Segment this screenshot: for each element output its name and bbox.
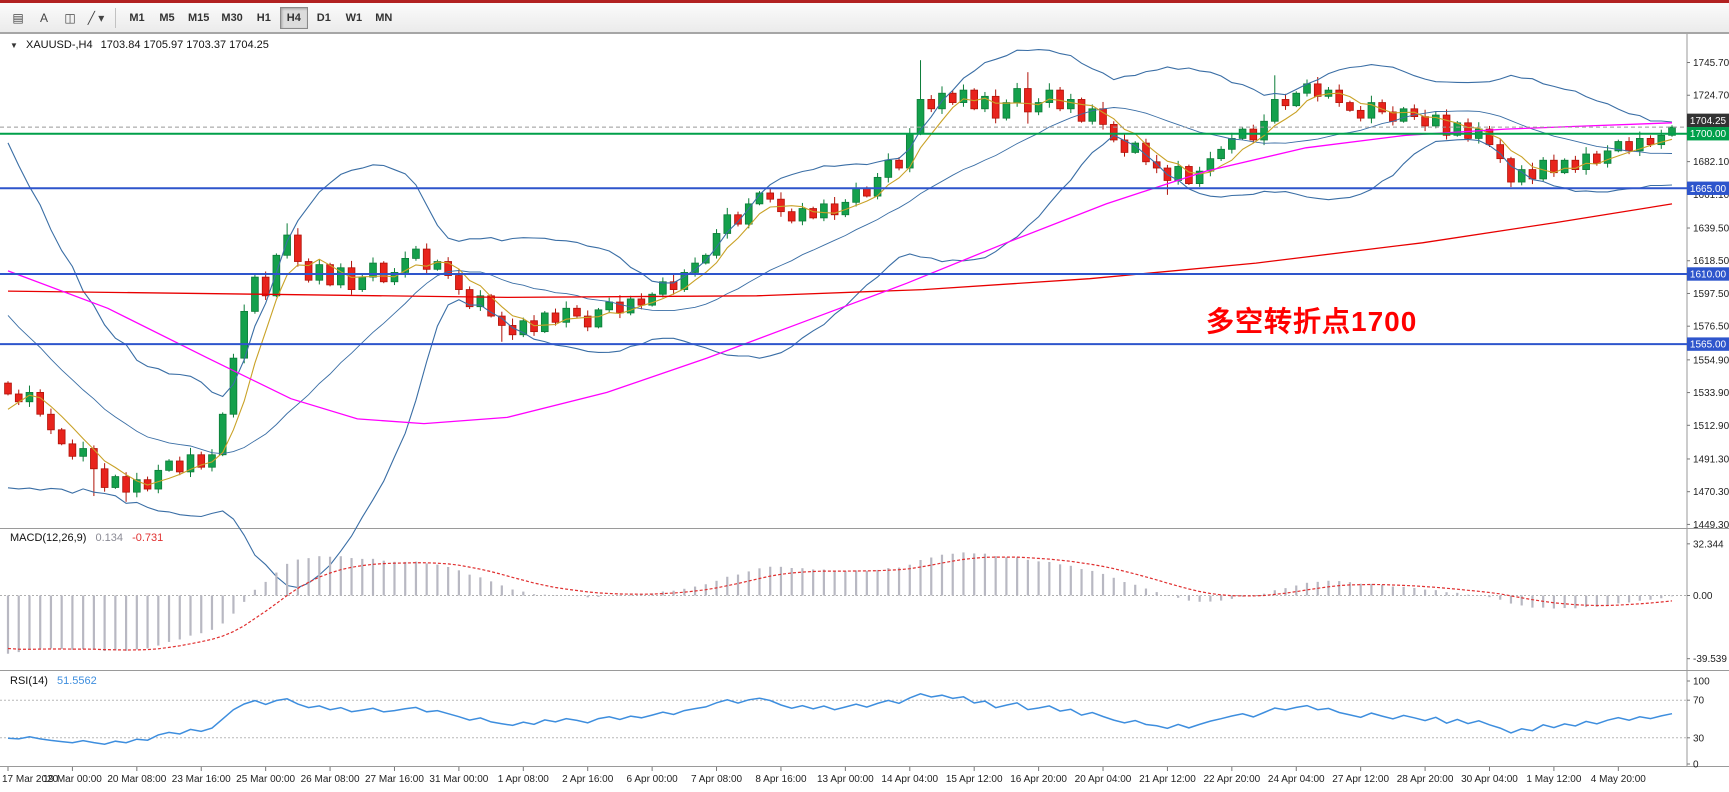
svg-text:6 Apr 00:00: 6 Apr 00:00	[627, 774, 679, 785]
svg-text:1470.30: 1470.30	[1693, 487, 1729, 498]
macd-name: MACD(12,26,9)	[10, 532, 87, 544]
svg-text:1 Apr 08:00: 1 Apr 08:00	[498, 774, 550, 785]
text-annotation-icon[interactable]: A	[39, 10, 48, 25]
svg-text:2 Apr 16:00: 2 Apr 16:00	[562, 774, 614, 785]
frame-tool-icon[interactable]: ◫	[64, 10, 76, 25]
svg-text:13 Apr 00:00: 13 Apr 00:00	[817, 774, 874, 785]
svg-text:1449.30: 1449.30	[1693, 520, 1729, 531]
svg-text:14 Apr 04:00: 14 Apr 04:00	[881, 774, 938, 785]
svg-text:17 Mar 2020: 17 Mar 2020	[2, 774, 59, 785]
timeframe-buttons: M1 M5 M15 M30 H1 H4 D1 W1 MN	[123, 6, 398, 29]
svg-text:1565.00: 1565.00	[1690, 340, 1727, 351]
svg-text:0.00: 0.00	[1693, 591, 1713, 602]
chart-windows-icon[interactable]: ▤	[12, 10, 24, 25]
svg-text:1639.50: 1639.50	[1693, 224, 1729, 235]
svg-text:4 May 20:00: 4 May 20:00	[1591, 774, 1646, 785]
svg-text:1661.10: 1661.10	[1693, 190, 1729, 201]
symbol-dropdown-caret[interactable]: ▼	[10, 41, 18, 50]
svg-text:27 Mar 16:00: 27 Mar 16:00	[365, 774, 424, 785]
svg-text:1704.25: 1704.25	[1690, 116, 1727, 127]
panel-frame	[0, 33, 1729, 767]
svg-text:1665.00: 1665.00	[1690, 184, 1727, 195]
indicator-lines	[7, 49, 1673, 589]
macd-signal-value: -0.731	[132, 532, 164, 544]
toolbar: ▤ A ◫ ╱ ▾ M1 M5 M15 M30 H1 H4 D1 W1 MN	[0, 0, 1729, 33]
svg-text:1597.50: 1597.50	[1693, 289, 1729, 300]
svg-text:16 Apr 20:00: 16 Apr 20:00	[1010, 774, 1067, 785]
svg-text:21 Apr 12:00: 21 Apr 12:00	[1139, 774, 1196, 785]
svg-text:1533.90: 1533.90	[1693, 388, 1729, 399]
macd-main-value: 0.134	[95, 532, 124, 544]
timeframe-m30[interactable]: M30	[221, 11, 243, 24]
toolbar-separator	[115, 7, 116, 28]
svg-text:20 Apr 04:00: 20 Apr 04:00	[1075, 774, 1132, 785]
svg-text:1610.00: 1610.00	[1690, 269, 1727, 280]
svg-text:20 Mar 08:00: 20 Mar 08:00	[107, 774, 166, 785]
timeframe-m5[interactable]: M5	[159, 11, 175, 24]
toolbar-icons: ▤ A ◫ ╱ ▾	[6, 7, 108, 29]
macd-indicator-label: MACD(12,26,9) 0.134 -0.731	[10, 532, 169, 544]
svg-text:1682.10: 1682.10	[1693, 157, 1729, 168]
timeframe-w1[interactable]: W1	[345, 11, 363, 24]
svg-text:-39.539: -39.539	[1693, 654, 1727, 665]
timeframe-mn[interactable]: MN	[375, 11, 393, 24]
svg-text:30 Apr 04:00: 30 Apr 04:00	[1461, 774, 1518, 785]
timeframe-m15[interactable]: M15	[188, 11, 210, 24]
svg-text:30: 30	[1693, 733, 1705, 744]
svg-text:1 May 12:00: 1 May 12:00	[1526, 774, 1581, 785]
svg-text:70: 70	[1693, 696, 1705, 707]
timeframe-h4[interactable]: H4	[279, 6, 308, 29]
svg-text:25 Mar 00:00: 25 Mar 00:00	[236, 774, 295, 785]
ohlc-values: 1703.84 1705.97 1703.37 1704.25	[100, 39, 269, 51]
svg-text:8 Apr 16:00: 8 Apr 16:00	[755, 774, 807, 785]
svg-text:1512.90: 1512.90	[1693, 421, 1729, 432]
svg-text:27 Apr 12:00: 27 Apr 12:00	[1332, 774, 1389, 785]
svg-text:15 Apr 12:00: 15 Apr 12:00	[946, 774, 1003, 785]
svg-text:31 Mar 00:00: 31 Mar 00:00	[429, 774, 488, 785]
svg-text:1554.90: 1554.90	[1693, 355, 1729, 366]
timeframe-d1[interactable]: D1	[316, 11, 331, 24]
svg-text:23 Mar 16:00: 23 Mar 16:00	[172, 774, 231, 785]
svg-text:7 Apr 08:00: 7 Apr 08:00	[691, 774, 743, 785]
svg-text:24 Apr 04:00: 24 Apr 04:00	[1268, 774, 1325, 785]
svg-text:1491.30: 1491.30	[1693, 454, 1729, 465]
svg-text:19 Mar 00:00: 19 Mar 00:00	[43, 774, 102, 785]
horizontal-price-lines[interactable]	[0, 126, 1687, 346]
timeframe-h1[interactable]: H1	[256, 11, 271, 24]
svg-text:1618.50: 1618.50	[1693, 256, 1729, 267]
svg-text:100: 100	[1693, 677, 1710, 688]
chart-annotation-text[interactable]: 多空转折点1700	[1206, 306, 1418, 337]
candlestick-series	[4, 60, 1676, 502]
svg-text:32.344: 32.344	[1693, 539, 1724, 550]
svg-text:26 Mar 08:00: 26 Mar 08:00	[301, 774, 360, 785]
rsi-value: 51.5562	[56, 675, 97, 687]
timeframe-m1[interactable]: M1	[129, 11, 145, 24]
drawing-tools-dropdown-icon[interactable]: ╱ ▾	[87, 10, 105, 25]
svg-text:1745.70: 1745.70	[1693, 58, 1729, 69]
svg-text:1576.50: 1576.50	[1693, 322, 1729, 333]
chart-title: ▼ XAUUSD-,H4 1703.84 1705.97 1703.37 170…	[10, 39, 274, 51]
rsi-name: RSI(14)	[10, 675, 48, 687]
rsi-indicator-label: RSI(14) 51.5562	[10, 675, 103, 687]
rsi-panel: 100 70 30 0	[0, 677, 1710, 771]
svg-text:0: 0	[1693, 760, 1699, 771]
svg-text:22 Apr 20:00: 22 Apr 20:00	[1203, 774, 1260, 785]
symbol-timeframe-label: XAUUSD-,H4	[25, 39, 93, 51]
price-tags: 1704.25 1700.00 1665.00 1610.00 1565.00	[1687, 113, 1729, 351]
svg-text:28 Apr 20:00: 28 Apr 20:00	[1397, 774, 1454, 785]
svg-text:1724.70: 1724.70	[1693, 91, 1729, 102]
svg-text:1700.00: 1700.00	[1690, 129, 1727, 140]
macd-panel: 32.344 0.00 -39.539	[0, 539, 1727, 665]
